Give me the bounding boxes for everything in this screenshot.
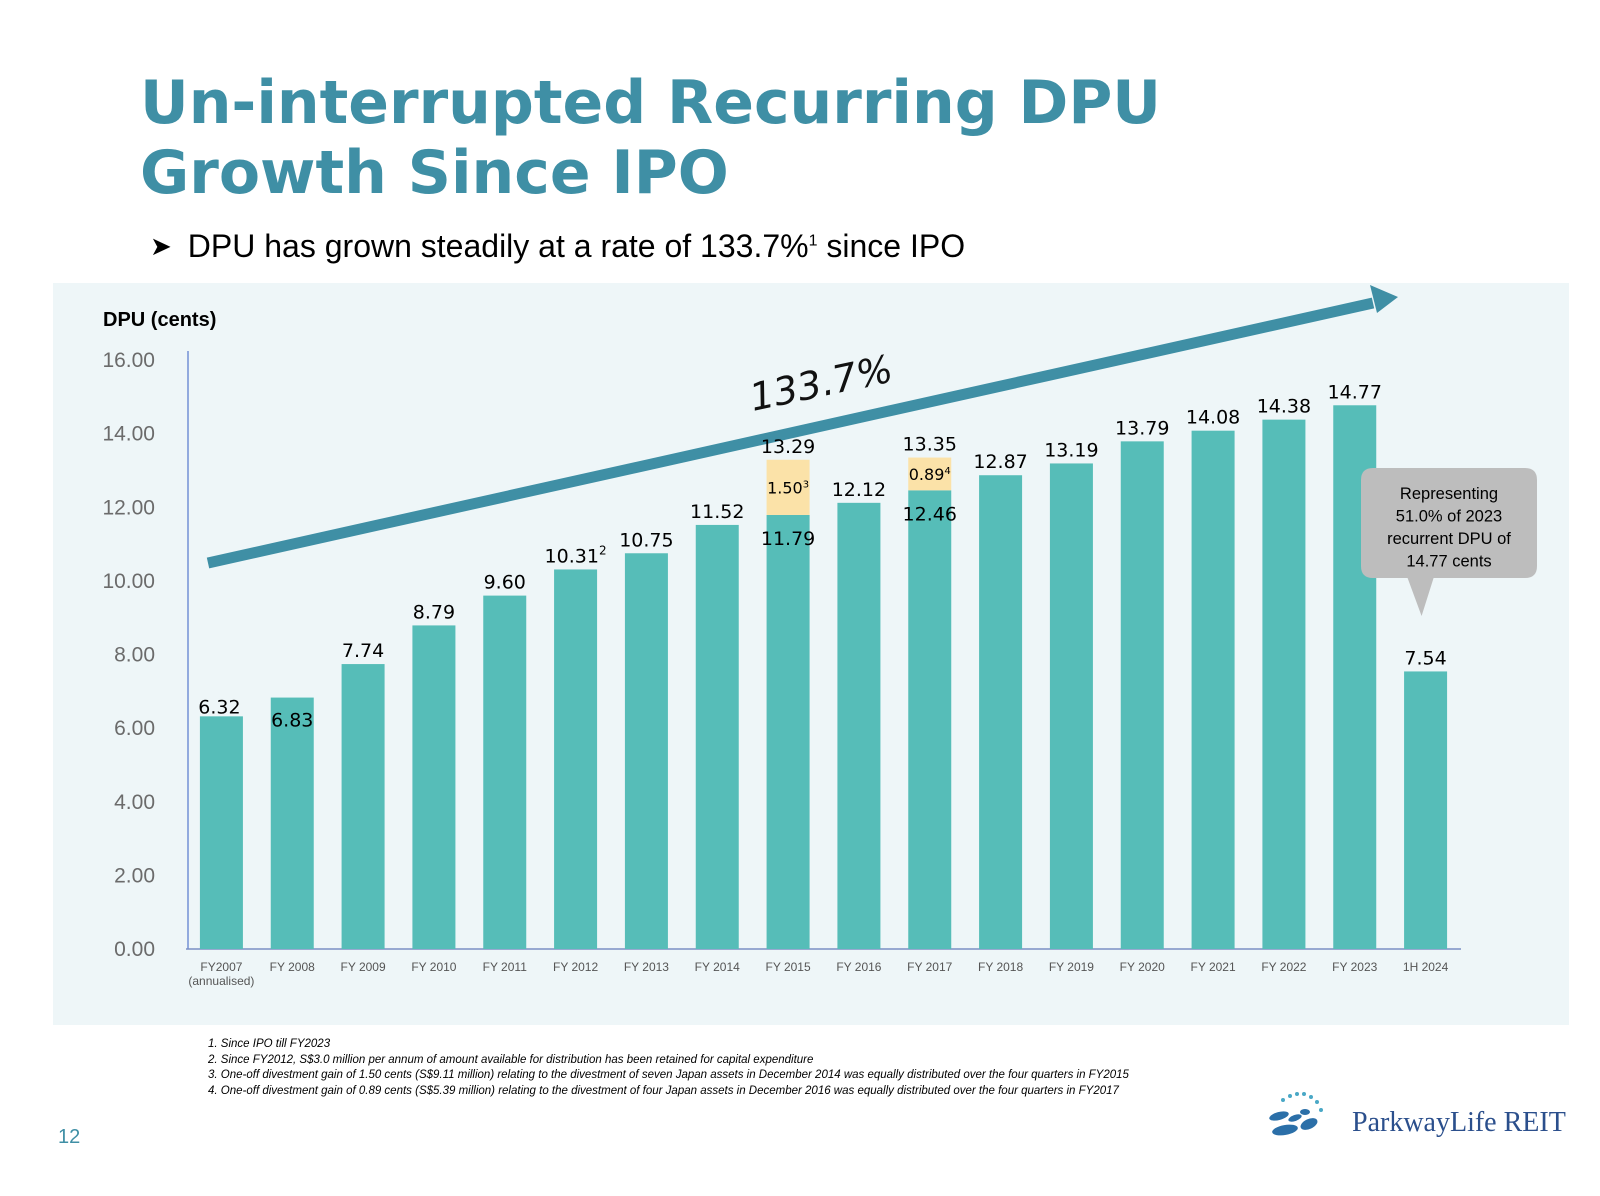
logo-text: ParkwayLife REIT [1352, 1107, 1566, 1138]
bar [624, 553, 668, 949]
bar [1262, 419, 1306, 949]
footnote-1: 1. Since IPO till FY2023 [208, 1038, 331, 1050]
bar-value-label: 6.83 [271, 710, 313, 732]
bar [695, 524, 739, 949]
x-tick-sublabel: (annualised) [188, 974, 254, 988]
bar [1191, 430, 1235, 949]
bar-value-label: 6.32 [198, 696, 240, 718]
bar-value-label: 14.38 [1257, 396, 1311, 418]
gain-segment-label: 0.894 [909, 465, 951, 484]
y-tick-label: 10.00 [102, 570, 155, 593]
x-tick-label: 1H 2024 [1403, 960, 1449, 974]
bar [483, 595, 527, 949]
y-tick-label: 4.00 [114, 791, 155, 814]
bullet-footnote-ref: 1 [808, 232, 818, 250]
trend-arrowhead [1370, 285, 1398, 313]
bar [908, 490, 952, 949]
title-line-1: Un-interrupted Recurring DPU [140, 68, 1162, 138]
bar [341, 664, 385, 949]
bar-value-footnote-ref: 2 [599, 543, 607, 557]
bar-value-label: 13.79 [1115, 417, 1169, 439]
x-tick-label: FY 2014 [695, 960, 740, 974]
base-segment-label: 11.79 [761, 528, 815, 550]
dpu-bar-chart: DPU (cents) 0.00 2.00 4.00 6.00 8.00 10.00 12.0… [102, 285, 1537, 988]
x-tick-label: FY 2021 [1191, 960, 1236, 974]
bar-value-label: 7.54 [1404, 647, 1446, 669]
x-tick-label: FY 2019 [1049, 960, 1094, 974]
y-tick-label: 2.00 [114, 864, 155, 887]
x-tick-label: FY 2016 [836, 960, 881, 974]
callout-text-line: 51.0% of 2023 [1396, 508, 1502, 526]
bar [270, 697, 314, 949]
x-tick-label: FY 2023 [1332, 960, 1377, 974]
x-tick-label: FY 2018 [978, 960, 1023, 974]
bar-value-label: 14.08 [1186, 407, 1240, 429]
base-segment-label: 12.46 [903, 503, 957, 525]
y-tick-label: 16.00 [102, 349, 155, 372]
bar-gain-segment [908, 457, 952, 491]
bar [199, 716, 243, 949]
bar [1049, 463, 1093, 949]
bar-value-label: 11.52 [690, 501, 744, 523]
bar [979, 475, 1023, 949]
bar-value-label: 9.60 [484, 572, 526, 594]
bar [1404, 671, 1448, 949]
x-tick-label: FY 2013 [624, 960, 669, 974]
bullet-text-after: since IPO [817, 228, 966, 264]
y-tick-label: 6.00 [114, 717, 155, 740]
bar [554, 569, 598, 949]
footnote-3: 3. One-off divestment gain of 1.50 cents… [208, 1069, 1129, 1081]
page-number: 12 [58, 1126, 81, 1148]
bar-value-label: 8.79 [413, 601, 455, 623]
bar-value-label: 10.312 [545, 543, 607, 567]
bar-value-label: 10.75 [619, 529, 673, 551]
x-tick-label: FY 2009 [341, 960, 386, 974]
bar-value-label: 13.29 [761, 436, 815, 458]
x-tick-label: FY 2020 [1120, 960, 1165, 974]
x-tick-label: FY 2012 [553, 960, 598, 974]
x-tick-label: FY2007 [200, 960, 242, 974]
bar-gain-segment [766, 459, 810, 515]
bar-value-label: 12.12 [832, 479, 886, 501]
parkwaylife-logo-icon [1269, 1092, 1323, 1136]
bar [766, 514, 810, 949]
bar-value-label: 13.35 [903, 434, 957, 456]
x-tick-label: FY 2008 [270, 960, 315, 974]
bar-value-label: 14.77 [1328, 381, 1382, 403]
x-tick-label: FY 2010 [411, 960, 456, 974]
x-tick-label: FY 2011 [483, 960, 528, 974]
key-point-bullet: ➤ DPU has grown steadily at a rate of 133… [150, 228, 965, 265]
chart-panel: DPU (cents) 0.00 2.00 4.00 6.00 8.00 10.00 12.0… [53, 283, 1569, 1025]
bar-value-label: 7.74 [342, 640, 384, 662]
footnotes: 1. Since IPO till FY2023 2. Since FY2012… [208, 1037, 1129, 1099]
footnote-4: 4. One-off divestment gain of 0.89 cents… [208, 1084, 1119, 1097]
arrow-bullet-icon: ➤ [150, 231, 172, 261]
bar [837, 502, 881, 949]
x-tick-label: FY 2022 [1261, 960, 1306, 974]
gain-segment-footnote-ref: 4 [944, 466, 950, 477]
gain-segment-label: 1.503 [767, 478, 809, 497]
callout-text-line: Representing [1400, 485, 1498, 503]
bar [412, 625, 456, 949]
y-axis-label: DPU (cents) [103, 309, 216, 331]
x-tick-label: FY 2017 [907, 960, 952, 974]
callout-text-line: recurrent DPU of [1387, 530, 1511, 548]
bar-value-label: 13.19 [1044, 439, 1098, 461]
x-tick-label: FY 2015 [766, 960, 811, 974]
y-tick-label: 12.00 [102, 496, 155, 519]
y-tick-label: 14.00 [102, 423, 155, 446]
bar [1120, 441, 1164, 949]
callout-text-line: 14.77 cents [1406, 553, 1491, 571]
y-tick-label: 0.00 [114, 938, 155, 961]
footnote-2: 2. Since FY2012, S$3.0 million per annum… [208, 1053, 814, 1066]
page-title: Un-interrupted Recurring DPU Growth Sinc… [140, 68, 1340, 208]
callout-bubble [1361, 468, 1537, 616]
y-tick-label: 8.00 [114, 644, 155, 667]
title-line-2: Growth Since IPO [140, 138, 729, 208]
trend-arrow-line [206, 297, 1375, 569]
bullet-text: DPU has grown steadily at a rate of 133.… [187, 228, 809, 264]
gain-segment-footnote-ref: 3 [803, 479, 809, 490]
bar-value-label: 12.87 [973, 451, 1027, 473]
